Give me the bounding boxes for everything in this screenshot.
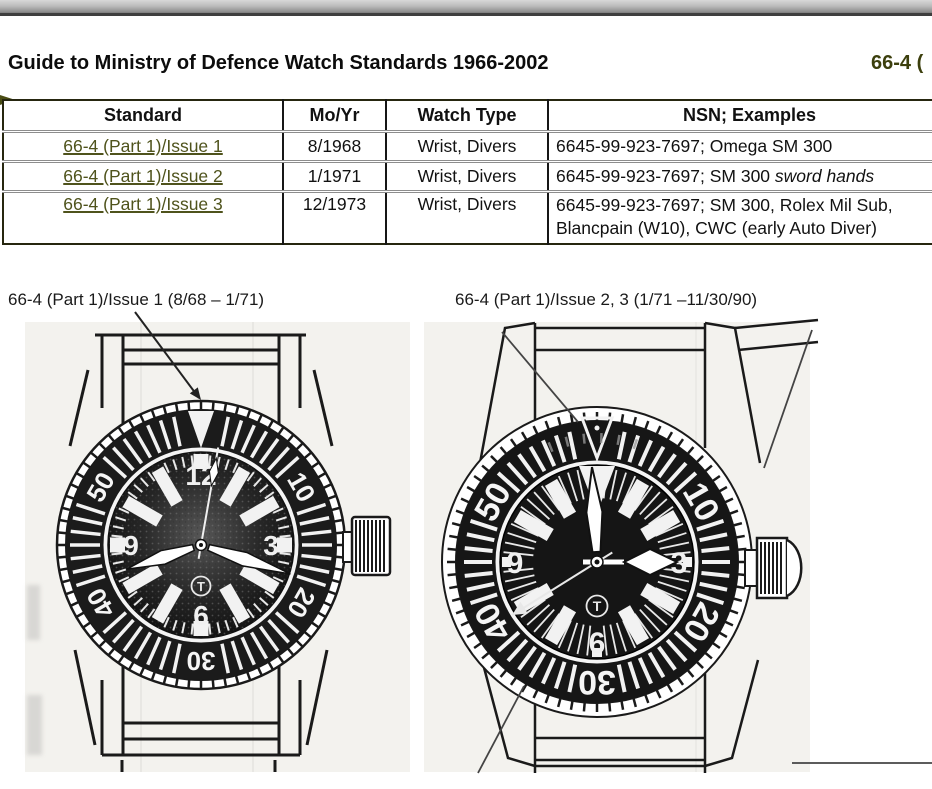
dial-numeral-9: 9 — [123, 530, 139, 561]
col-header-watch-type: Watch Type — [385, 100, 548, 132]
dial-minute-ticks — [111, 455, 291, 635]
crown — [744, 536, 803, 600]
bezel-teeth — [58, 402, 344, 688]
page-title: Guide to Ministry of Defence Watch Stand… — [8, 52, 549, 74]
nsn-text-line1: 6645-99-923-7697; SM 300, Rolex Mil Sub, — [556, 195, 893, 215]
crown — [342, 515, 392, 577]
cell-mo-yr: 12/1973 — [282, 190, 386, 244]
cell-mo-yr: 1/1971 — [282, 160, 386, 192]
dial-numeral-6: 6 — [589, 627, 606, 660]
hour-hand-diamond — [621, 547, 680, 577]
dial-cardinal-markers — [110, 454, 292, 636]
cell-nsn: 6645-99-923-7697; SM 300 sword hands — [547, 160, 932, 192]
dial-hour-batons — [122, 466, 280, 624]
cell-nsn: 6645-99-923-7697; SM 300, Rolex Mil Sub,… — [547, 190, 932, 244]
circled-t-marking: T — [585, 594, 609, 618]
window-chrome-bar — [0, 0, 932, 16]
dial-cardinal-edge-ticks — [502, 557, 692, 657]
col-header-standard: Standard — [103, 105, 182, 125]
bezel-numeral-30: 30 — [187, 646, 216, 676]
figure-leader-lines — [477, 329, 932, 774]
cell-watch-type: Wrist, Divers — [385, 160, 548, 192]
bezel-triangle-marker — [188, 411, 214, 448]
page-header-right-fragment: 66-4 ( — [871, 52, 924, 74]
table-row-issue3: 66-4 (Part 1)/Issue 3 12/1973 Wrist, Div… — [3, 190, 932, 244]
bezel-teeth — [447, 412, 747, 712]
bezel-numeral-30: 30 — [578, 663, 616, 701]
dial-numerals: 3 6 9 — [507, 547, 688, 660]
table-row-issue2: 66-4 (Part 1)/Issue 2 1/1971 Wrist, Dive… — [3, 160, 932, 192]
bezel-triangle-marker — [579, 416, 615, 463]
circled-t-marking: T — [190, 575, 212, 597]
standard-link-issue1[interactable]: 66-4 (Part 1)/Issue 1 — [63, 136, 223, 156]
cell-watch-type: Wrist, Divers — [385, 190, 548, 244]
watch-drawing-issue1: 10 20 30 40 50 12 3 6 9 T — [55, 311, 392, 772]
nsn-text: 6645-99-923-7697; Omega SM 300 — [556, 135, 833, 156]
figure-caption-right: 66-4 (Part 1)/Issue 2, 3 (1/71 –11/30/90… — [455, 290, 758, 309]
hour-hand — [126, 543, 196, 570]
standard-link-issue3[interactable]: 66-4 (Part 1)/Issue 3 — [63, 194, 223, 214]
second-hand-blade — [208, 456, 219, 488]
bezel-tick-marks — [464, 431, 730, 693]
chapter-ring — [103, 447, 299, 643]
col-header-nsn-examples: NSN; Examples — [547, 100, 932, 132]
bezel-tick-marks — [70, 416, 332, 674]
dial-numeral-3: 3 — [263, 530, 279, 561]
hands-hub-dot — [594, 559, 600, 565]
overstamp-hatch-marks — [547, 433, 639, 453]
nsn-text-line2: Blancpain (W10), CWC (early Auto Diver) — [556, 218, 877, 239]
scan-artifact — [27, 585, 40, 640]
hands-hub-dot — [199, 543, 203, 547]
svg-text:T: T — [197, 579, 205, 594]
bezel-pearl — [594, 425, 600, 431]
figure-caption-left: 66-4 (Part 1)/Issue 1 (8/68 – 1/71) — [8, 290, 265, 309]
dial-numeral-6: 6 — [193, 600, 209, 631]
dial-numeral-3: 3 — [671, 547, 688, 580]
caption-callout-arrow — [134, 311, 201, 400]
cell-standard: 66-4 (Part 1)/Issue 3 — [3, 190, 283, 244]
table-row-issue1: 66-4 (Part 1)/Issue 1 8/1968 Wrist, Dive… — [3, 130, 932, 162]
cell-watch-type: Wrist, Divers — [385, 130, 548, 162]
dial-hour-batons — [513, 478, 681, 646]
watch-drawing-issue2-3: 10 20 30 40 50 3 6 9 T — [441, 318, 932, 774]
scan-artifact — [27, 695, 42, 755]
standards-table: Standard Mo/Yr Watch Type NSN; Examples … — [2, 99, 932, 245]
col-header-mo-yr: Mo/Yr — [282, 100, 386, 132]
crown-ribs — [355, 520, 385, 572]
nsn-text: 6645-99-923-7697; SM 300 — [556, 165, 775, 186]
svg-text:T: T — [593, 598, 602, 614]
dial-minute-ticks — [503, 468, 691, 656]
chapter-ring — [495, 460, 699, 664]
minute-hand — [585, 466, 604, 554]
minute-hand — [206, 543, 291, 575]
nsn-italic-text: sword hands — [774, 165, 875, 186]
crown-ribs — [760, 542, 782, 594]
watch-case-and-strap — [68, 333, 334, 772]
cell-standard: 66-4 (Part 1)/Issue 2 — [3, 160, 283, 192]
table-header-row: Standard Mo/Yr Watch Type NSN; Examples — [3, 100, 932, 132]
standard-link-issue2[interactable]: 66-4 (Part 1)/Issue 2 — [63, 166, 223, 186]
cell-mo-yr: 8/1968 — [282, 130, 386, 162]
dial-numeral-9: 9 — [507, 547, 524, 580]
cell-standard: 66-4 (Part 1)/Issue 1 — [3, 130, 283, 162]
second-hand-arrow — [512, 601, 528, 615]
cell-nsn: 6645-99-923-7697; Omega SM 300 — [547, 130, 932, 162]
